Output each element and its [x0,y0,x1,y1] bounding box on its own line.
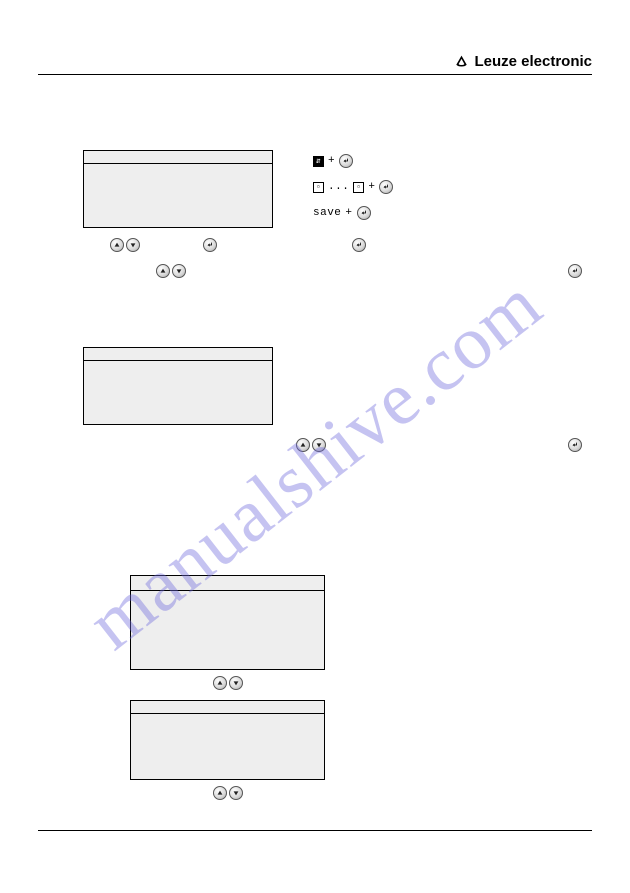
up-icon[interactable] [213,786,227,800]
up-icon[interactable] [296,438,310,452]
plus-text: + [328,155,335,167]
enter-icon[interactable] [352,238,366,252]
glyph-icon: ▫ [313,182,324,193]
divider-bottom [38,830,592,831]
enter-icon [379,180,393,194]
enter-icon[interactable] [568,264,582,278]
icon-row-3: save + [313,206,371,220]
up-icon[interactable] [213,676,227,690]
plus-text: + [345,207,352,219]
icon-row-2: ▫ ... ▫ + [313,180,393,194]
display-panel-4 [130,700,325,780]
divider-top [38,74,592,75]
down-icon[interactable] [172,264,186,278]
page-content: Leuze electronic ⇵ + ▫ ... ▫ + save + [38,30,592,863]
up-icon[interactable] [110,238,124,252]
down-icon[interactable] [126,238,140,252]
display-panel-2 [83,347,273,425]
up-icon[interactable] [156,264,170,278]
display-panel-3 [130,575,325,670]
ellipsis-text: ... [328,181,349,193]
display-panel-1 [83,150,273,228]
leuze-logo-icon [455,55,468,68]
enter-icon [357,206,371,220]
save-text: save [313,207,341,219]
panel-title-divider [84,360,272,361]
down-icon[interactable] [229,676,243,690]
header: Leuze electronic [38,53,592,70]
panel-title-divider [84,163,272,164]
enter-icon[interactable] [568,438,582,452]
glyph-icon: ⇵ [313,156,324,167]
brand-name: Leuze electronic [474,53,592,70]
panel-title-divider [131,590,324,591]
down-icon[interactable] [312,438,326,452]
panel-title-divider [131,713,324,714]
plus-text: + [368,181,375,193]
down-icon[interactable] [229,786,243,800]
enter-icon[interactable] [203,238,217,252]
glyph-icon: ▫ [353,182,364,193]
enter-icon [339,154,353,168]
icon-row-1: ⇵ + [313,154,353,168]
